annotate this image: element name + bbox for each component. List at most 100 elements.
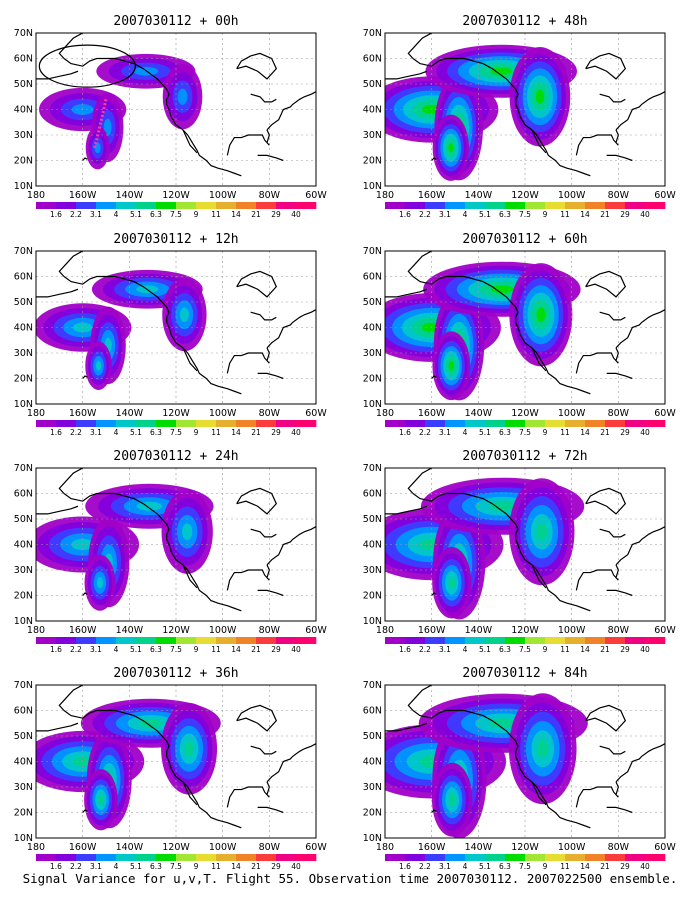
colorbar-swatch <box>445 202 466 209</box>
colorbar-label: 1.6 <box>399 645 411 654</box>
map-frame <box>35 684 317 839</box>
colorbar-swatch <box>625 420 646 427</box>
panel-title: 2007030112 + 60h <box>462 232 587 247</box>
colorbar-label: 4 <box>114 210 119 219</box>
lon-tick-label: 100W <box>209 190 237 201</box>
colorbar-label: 29 <box>271 428 281 437</box>
lon-tick-label: 120W <box>511 842 539 853</box>
colorbar-label: 29 <box>620 210 630 219</box>
lat-tick-label: 50N <box>363 79 382 90</box>
coastline <box>36 468 316 612</box>
colorbar-label: 6.3 <box>150 428 162 437</box>
map-panel: 2007030112 + 24h 70N 60N 50N 40N 30N 20N 10N180… <box>14 449 328 654</box>
colorbar-label: 21 <box>600 862 610 871</box>
colorbar-swatch <box>405 202 426 209</box>
colorbar-swatch <box>236 854 257 861</box>
map-panel: 2007030112 + 60h 70N 60N 50N 40N 30N 20N 10N180… <box>363 232 677 437</box>
lat-tick-label: 60N <box>363 706 382 717</box>
colorbar-swatch <box>236 637 257 644</box>
colorbar-swatch <box>96 202 117 209</box>
colorbar-label: 11 <box>211 210 221 219</box>
colorbar-swatch <box>136 854 157 861</box>
lat-tick-label: 10N <box>14 616 33 627</box>
lat-tick-label: 20N <box>363 808 382 819</box>
lon-tick-label: 180 <box>376 842 394 853</box>
colorbar-label: 7.5 <box>170 862 182 871</box>
colorbar-swatch <box>296 637 317 644</box>
colorbar-swatch <box>605 637 626 644</box>
colorbar-label: 1.6 <box>50 210 62 219</box>
colorbar-label: 40 <box>640 428 650 437</box>
map-grid <box>35 467 317 622</box>
colorbar-swatch <box>565 420 586 427</box>
map-panel: 2007030112 + 72h 70N 60N 50N 40N 30N 20N 10N180… <box>363 449 677 654</box>
lon-tick-label: 100W <box>558 625 586 636</box>
lat-tick-label: 40N <box>14 757 33 768</box>
colorbar-swatch <box>525 854 546 861</box>
colorbar-swatch <box>545 420 566 427</box>
colorbar-swatch <box>296 420 317 427</box>
map-panel: 2007030112 + 00h 70N 60N 50N 40N 30N 20N 10N180… <box>14 14 328 219</box>
lon-tick-label: 80W <box>608 190 630 201</box>
colorbar-swatch <box>485 202 506 209</box>
colorbar-label: 7.5 <box>170 428 182 437</box>
colorbar-label: 40 <box>640 645 650 654</box>
colorbar-swatch <box>196 637 217 644</box>
lat-tick-label: 30N <box>363 348 382 359</box>
colorbar-label: 6.3 <box>499 645 511 654</box>
colorbar: 1.6 2.2 3.1 4 5.1 6.3 7.5 9 11 14 21 29 40 <box>36 854 317 871</box>
colorbar-swatch <box>505 420 526 427</box>
colorbar-swatch <box>36 202 57 209</box>
colorbar-label: 2.2 <box>70 428 82 437</box>
lat-tick-label: 50N <box>363 731 382 742</box>
colorbar-swatch <box>236 202 257 209</box>
colorbar-swatch <box>156 637 177 644</box>
colorbar-label: 4 <box>463 428 468 437</box>
lon-tick-label: 120W <box>511 190 539 201</box>
colorbar-label: 29 <box>271 862 281 871</box>
lat-tick-label: 50N <box>14 731 33 742</box>
colorbar-label: 9 <box>194 428 199 437</box>
colorbar-swatch <box>116 854 137 861</box>
colorbar-swatch <box>445 637 466 644</box>
lon-tick-label: 160W <box>418 842 446 853</box>
colorbar-swatch <box>625 202 646 209</box>
colorbar-label: 1.6 <box>399 428 411 437</box>
lat-tick-label: 70N <box>14 680 33 691</box>
colorbar-swatch <box>196 420 217 427</box>
colorbar-swatch <box>36 854 57 861</box>
lat-tick-label: 30N <box>14 782 33 793</box>
lon-tick-label: 180 <box>376 190 394 201</box>
colorbar-label: 7.5 <box>519 210 531 219</box>
colorbar-label: 29 <box>620 862 630 871</box>
lon-tick-label: 80W <box>259 842 281 853</box>
colorbar-label: 40 <box>640 862 650 871</box>
colorbar-swatch <box>585 854 606 861</box>
map-panel: 2007030112 + 48h 70N 60N 50N 40N 30N 20N 10N180… <box>363 14 677 219</box>
lat-tick-label: 20N <box>363 591 382 602</box>
lat-tick-label: 70N <box>14 28 33 39</box>
colorbar-label: 5.1 <box>130 862 142 871</box>
lat-tick-label: 60N <box>14 272 33 283</box>
lon-tick-label: 120W <box>162 408 190 419</box>
colorbar-swatch <box>36 637 57 644</box>
colorbar-swatch <box>485 854 506 861</box>
colorbar-swatch <box>425 202 446 209</box>
colorbar-swatch <box>176 637 197 644</box>
colorbar-swatch <box>276 420 297 427</box>
colorbar: 1.6 2.2 3.1 4 5.1 6.3 7.5 9 11 14 21 29 40 <box>385 420 666 437</box>
lon-tick-label: 80W <box>608 408 630 419</box>
colorbar-label: 5.1 <box>130 645 142 654</box>
colorbar-label: 21 <box>251 428 261 437</box>
map-frame <box>384 467 666 622</box>
lon-tick-label: 60W <box>654 625 676 636</box>
lat-tick-label: 30N <box>14 348 33 359</box>
colorbar-label: 40 <box>291 428 301 437</box>
colorbar-swatch <box>545 202 566 209</box>
lat-tick-label: 20N <box>363 374 382 385</box>
colorbar-swatch <box>545 854 566 861</box>
colorbar-swatch <box>425 637 446 644</box>
colorbar-swatch <box>216 854 237 861</box>
colorbar-label: 14 <box>580 428 590 437</box>
lat-tick-label: 50N <box>363 297 382 308</box>
